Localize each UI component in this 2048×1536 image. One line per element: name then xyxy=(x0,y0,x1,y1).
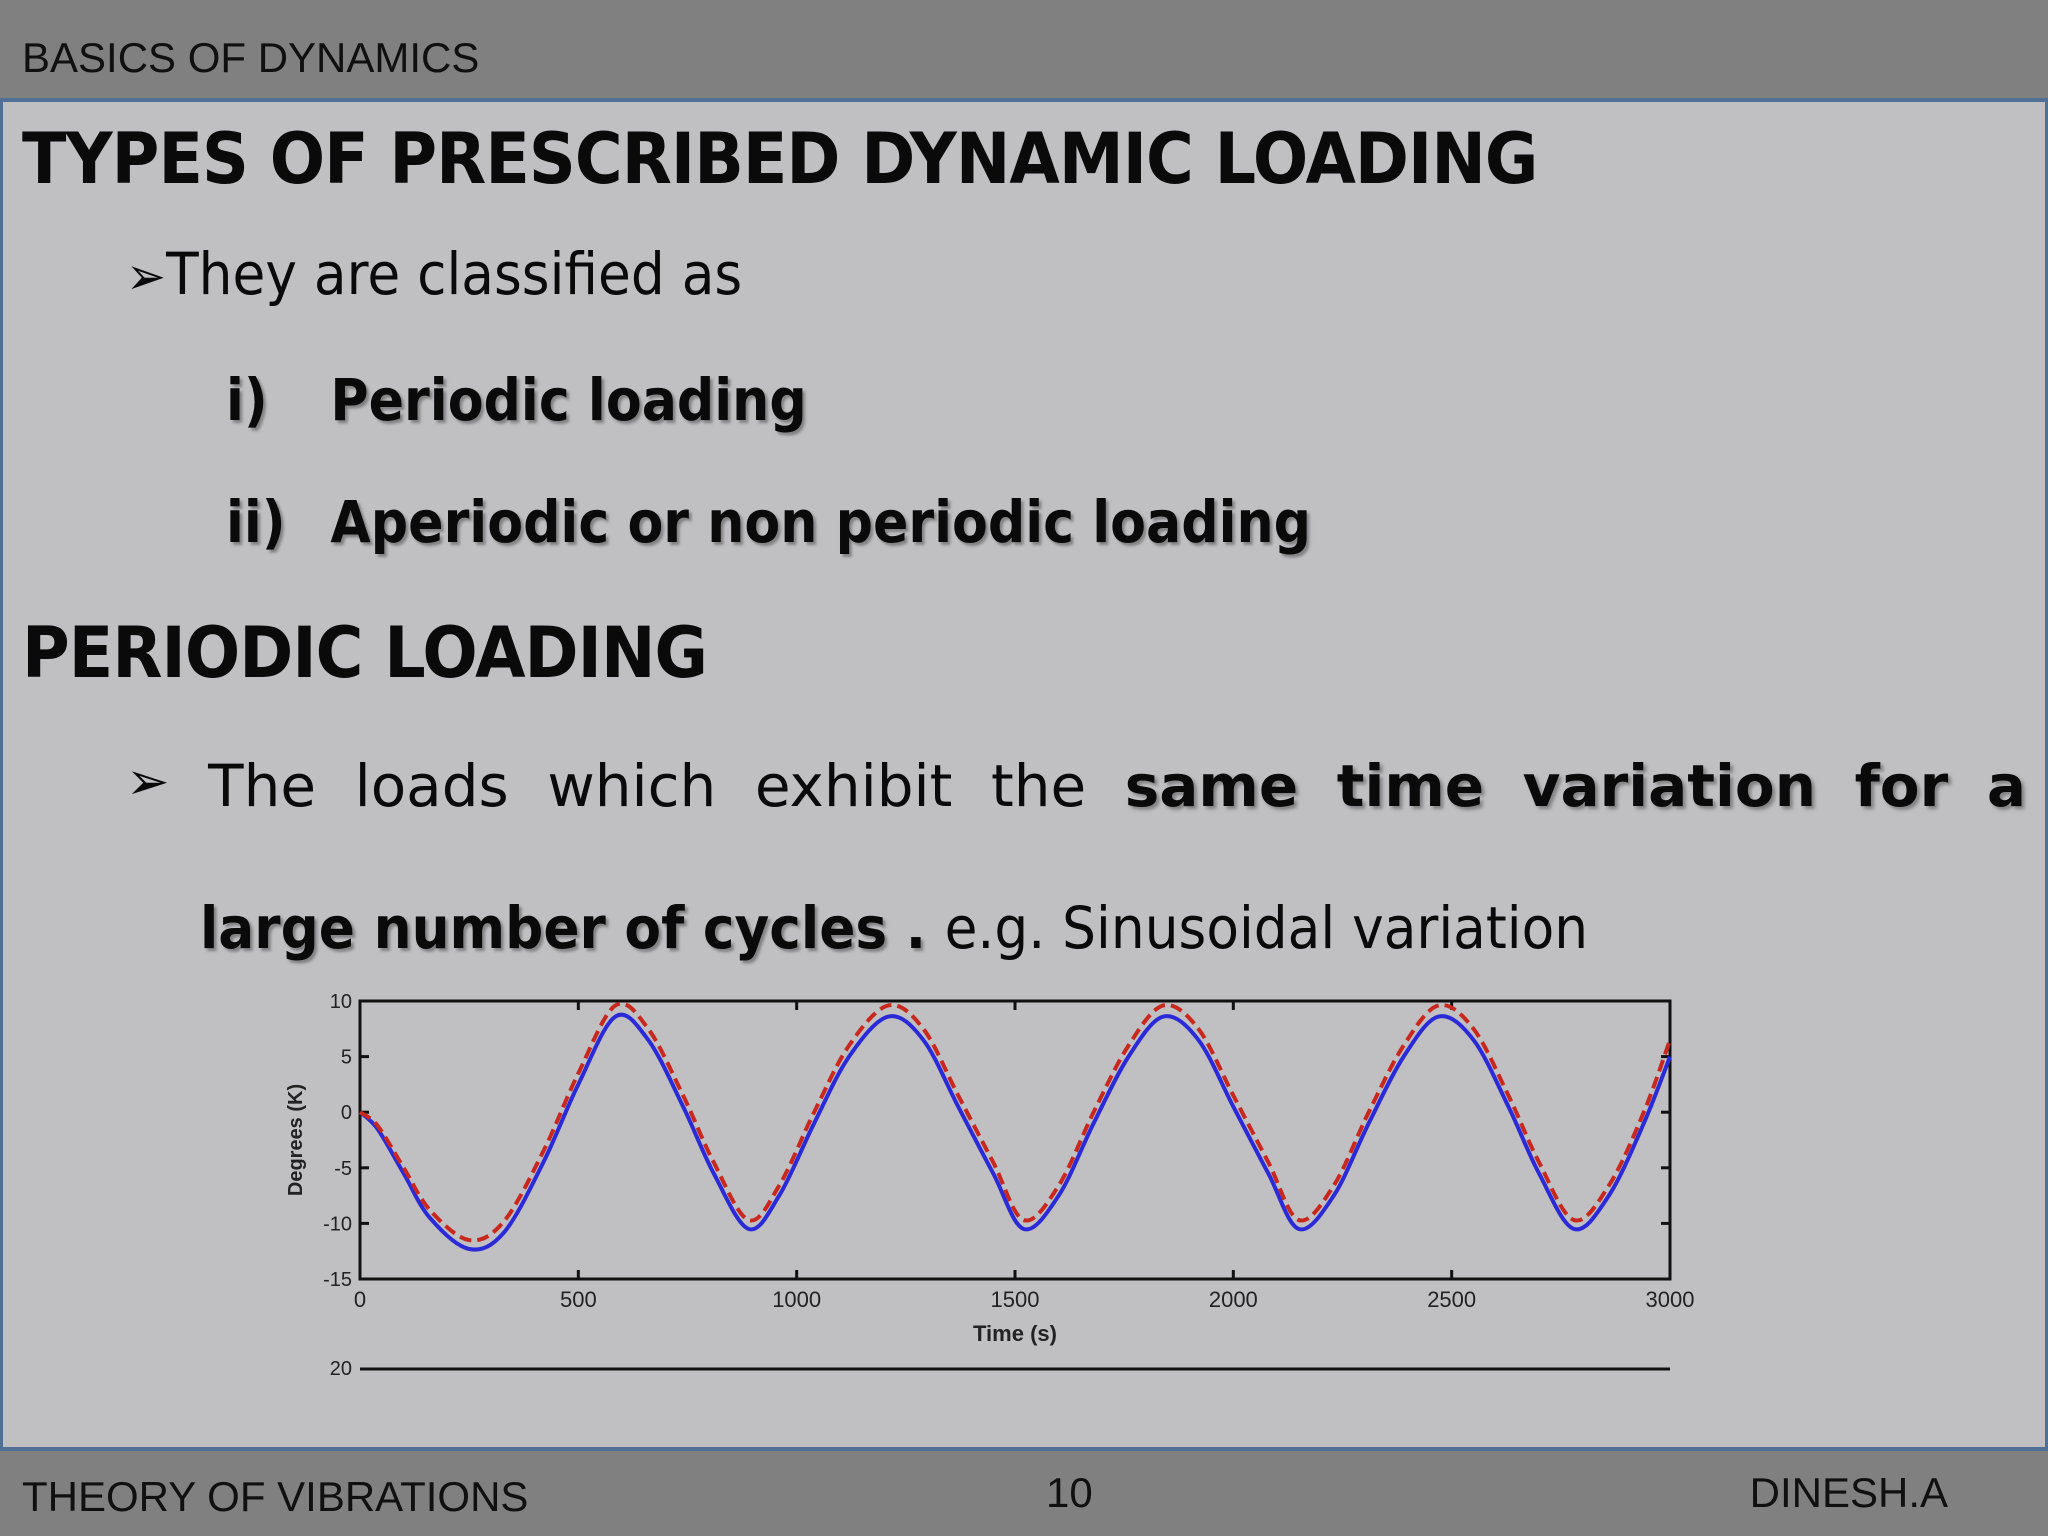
footer-course: THEORY OF VIBRATIONS xyxy=(22,1473,529,1520)
series-line-2 xyxy=(358,1001,1672,1243)
x-tick-label: 1500 xyxy=(991,1287,1040,1312)
paragraph-word: which xyxy=(547,752,717,820)
y-tick-label: -5 xyxy=(334,1158,352,1180)
list-item-text: Periodic loading xyxy=(330,366,807,434)
paragraph-example-text: e.g. Sinusoidal variation xyxy=(944,894,1589,962)
y-tick-label: -10 xyxy=(323,1213,352,1235)
header-title: BASICS OF DYNAMICS xyxy=(22,34,480,81)
sinusoid-chart: 0 500 1000 1500 2000 2500 3000 10 5 0 -5 -10 -15 Time… xyxy=(285,991,1695,1380)
x-tick-label: 1000 xyxy=(772,1287,821,1312)
x-tick-label: 2000 xyxy=(1209,1287,1258,1312)
y-tick-label: 10 xyxy=(330,991,352,1013)
list-item-number: ii) xyxy=(226,488,286,556)
slide-title: TYPES OF PRESCRIBED DYNAMIC LOADING xyxy=(22,118,1538,200)
x-tick-label: 500 xyxy=(560,1287,597,1312)
paragraph-bold-word: a xyxy=(1986,752,2026,820)
arrow-bullet-icon: ➢ xyxy=(126,247,167,307)
y-tick-label: 0 xyxy=(341,1102,352,1124)
x-tick-label: 3000 xyxy=(1646,1287,1695,1312)
frame-left-border xyxy=(0,102,3,1447)
series-line-1 xyxy=(358,1012,1672,1252)
x-axis-label: Time (s) xyxy=(973,1321,1057,1346)
x-tick-label: 2500 xyxy=(1427,1287,1476,1312)
paragraph-bold-text: large number of cycles . xyxy=(200,894,945,962)
frame-right-border xyxy=(2045,102,2048,1447)
arrow-bullet-icon: ➢ xyxy=(126,752,170,812)
footer-page-number: 10 xyxy=(1046,1469,1093,1516)
intro-text: They are classified as xyxy=(166,240,743,308)
slide-header-bar: BASICS OF DYNAMICS xyxy=(0,0,2048,102)
paragraph-word: exhibit xyxy=(754,752,953,820)
paragraph-word: loads xyxy=(354,752,509,820)
paragraph-bold-word: for xyxy=(1854,752,1949,820)
paragraph-word: The xyxy=(208,752,317,820)
paragraph-line-1: ➢ The loads which exhibit the same time variatio… xyxy=(126,752,2026,820)
lower-plot-tick-label: 20 xyxy=(330,1358,352,1380)
paragraph-line-2: large number of cycles . e.g. Sinusoidal… xyxy=(200,894,1588,962)
slide-footer-bar: THEORY OF VIBRATIONS 10 DINESH.A xyxy=(0,1447,2048,1536)
paragraph-bold-word: same xyxy=(1124,752,1299,820)
y-axis-label: Degrees (K) xyxy=(285,1084,307,1196)
y-tick-label: 5 xyxy=(341,1047,352,1069)
section-title: PERIODIC LOADING xyxy=(22,612,708,694)
paragraph-bold-word: time xyxy=(1336,752,1485,820)
paragraph-word: the xyxy=(990,752,1087,820)
list-item-text: Aperiodic or non periodic loading xyxy=(330,488,1311,556)
x-tick-label: 0 xyxy=(354,1287,366,1312)
paragraph-bold-word: variation xyxy=(1522,752,1816,820)
list-item-number: i) xyxy=(226,366,268,434)
y-tick-label: -15 xyxy=(323,1269,352,1291)
footer-author: DINESH.A xyxy=(1749,1469,1948,1516)
intro-bullet: ➢They are classified as xyxy=(126,240,742,308)
